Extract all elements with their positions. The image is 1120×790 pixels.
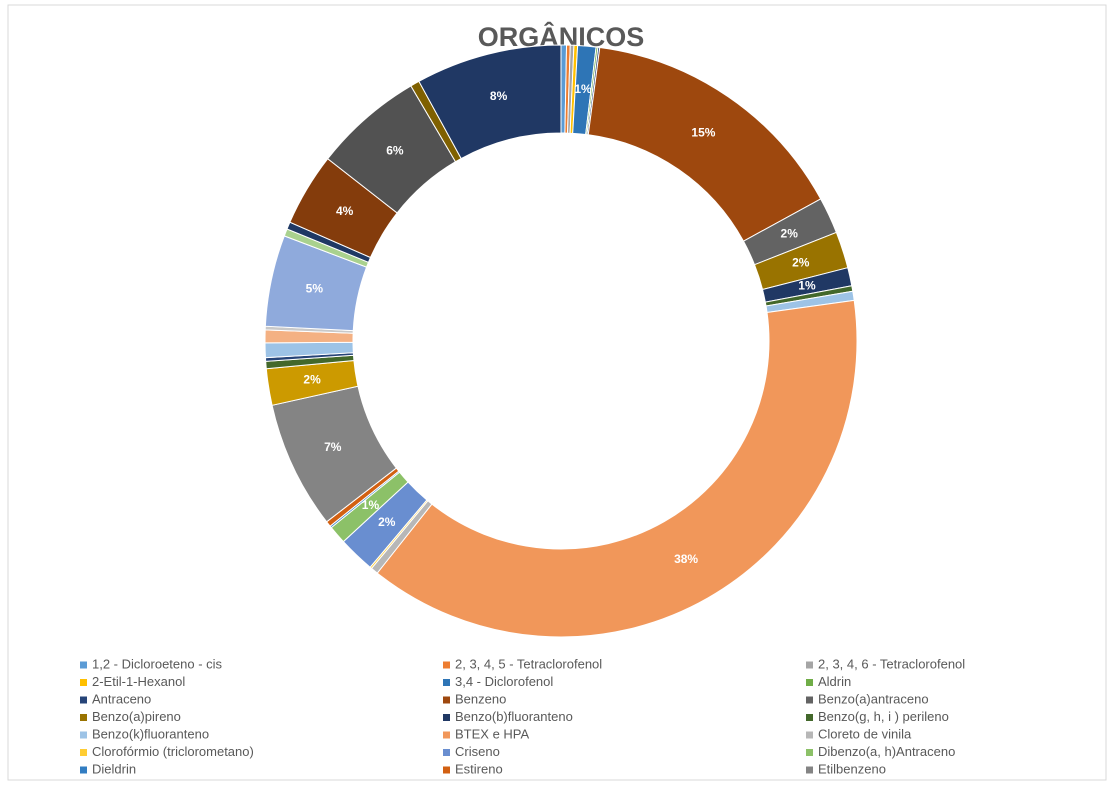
data-label: 6% — [386, 144, 404, 158]
legend-marker — [80, 766, 87, 774]
legend-marker — [806, 731, 813, 739]
donut-slice — [376, 299, 858, 638]
data-label: 2% — [303, 372, 321, 386]
data-label: 5% — [306, 281, 324, 295]
legend-label: 3,4 - Diclorofenol — [455, 674, 553, 689]
legend-marker — [443, 731, 450, 739]
data-label: 2% — [378, 515, 396, 529]
legend-label: Aldrin — [818, 674, 851, 689]
data-label: 4% — [336, 204, 354, 218]
legend-marker — [443, 696, 450, 704]
data-label: 2% — [792, 256, 810, 270]
legend-label: Benzo(a)pireno — [92, 709, 181, 724]
legend-label: Benzo(a)antraceno — [818, 691, 929, 706]
legend-label: Benzo(g, h, i ) perileno — [818, 709, 949, 724]
legend-label: Etilbenzeno — [818, 761, 886, 776]
legend-label: 1,2 - Dicloroeteno - cis — [92, 656, 223, 671]
legend-marker — [806, 661, 813, 669]
legend-marker — [443, 714, 450, 721]
donut-slice — [418, 44, 562, 160]
legend-marker — [806, 714, 813, 721]
data-label: 1% — [574, 82, 592, 96]
legend-marker — [80, 661, 87, 669]
legend-label: Criseno — [455, 744, 500, 759]
legend-marker — [80, 749, 87, 756]
legend-marker — [80, 714, 87, 721]
legend-label: 2-Etil-1-Hexanol — [92, 674, 185, 689]
legend-marker — [806, 679, 813, 686]
legend-marker — [443, 749, 450, 756]
legend-label: Dibenzo(a, h)Antraceno — [818, 744, 955, 759]
legend-marker — [80, 696, 87, 704]
legend-marker — [443, 766, 450, 774]
data-label: 1% — [362, 498, 380, 512]
legend-marker — [80, 731, 87, 739]
chart-frame — [7, 4, 1107, 781]
legend-label: BTEX e HPA — [455, 726, 530, 741]
legend-label: 2, 3, 4, 6 - Tetraclorofenol — [818, 656, 965, 671]
legend-label: Benzo(b)fluoranteno — [455, 709, 573, 724]
legend-label: Cloreto de vinila — [818, 726, 912, 741]
legend-label: Clorofórmio (triclorometano) — [92, 744, 254, 759]
legend-label: Antraceno — [92, 691, 151, 706]
legend-marker — [806, 766, 813, 774]
legend-marker — [806, 696, 813, 704]
data-label: 15% — [691, 125, 715, 139]
data-label: 7% — [324, 440, 342, 454]
data-label: 2% — [781, 226, 799, 240]
legend-label: 2, 3, 4, 5 - Tetraclorofenol — [455, 656, 602, 671]
legend-marker — [80, 679, 87, 686]
data-label: 1% — [798, 278, 816, 292]
legend-marker — [806, 749, 813, 756]
legend-label: Benzo(k)fluoranteno — [92, 726, 209, 741]
legend-label: Benzeno — [455, 691, 506, 706]
legend-marker — [443, 679, 450, 686]
data-label: 38% — [674, 552, 698, 566]
legend-label: Dieldrin — [92, 761, 136, 776]
legend-marker — [443, 661, 450, 669]
data-label: 8% — [490, 89, 508, 103]
legend-label: Estireno — [455, 761, 503, 776]
